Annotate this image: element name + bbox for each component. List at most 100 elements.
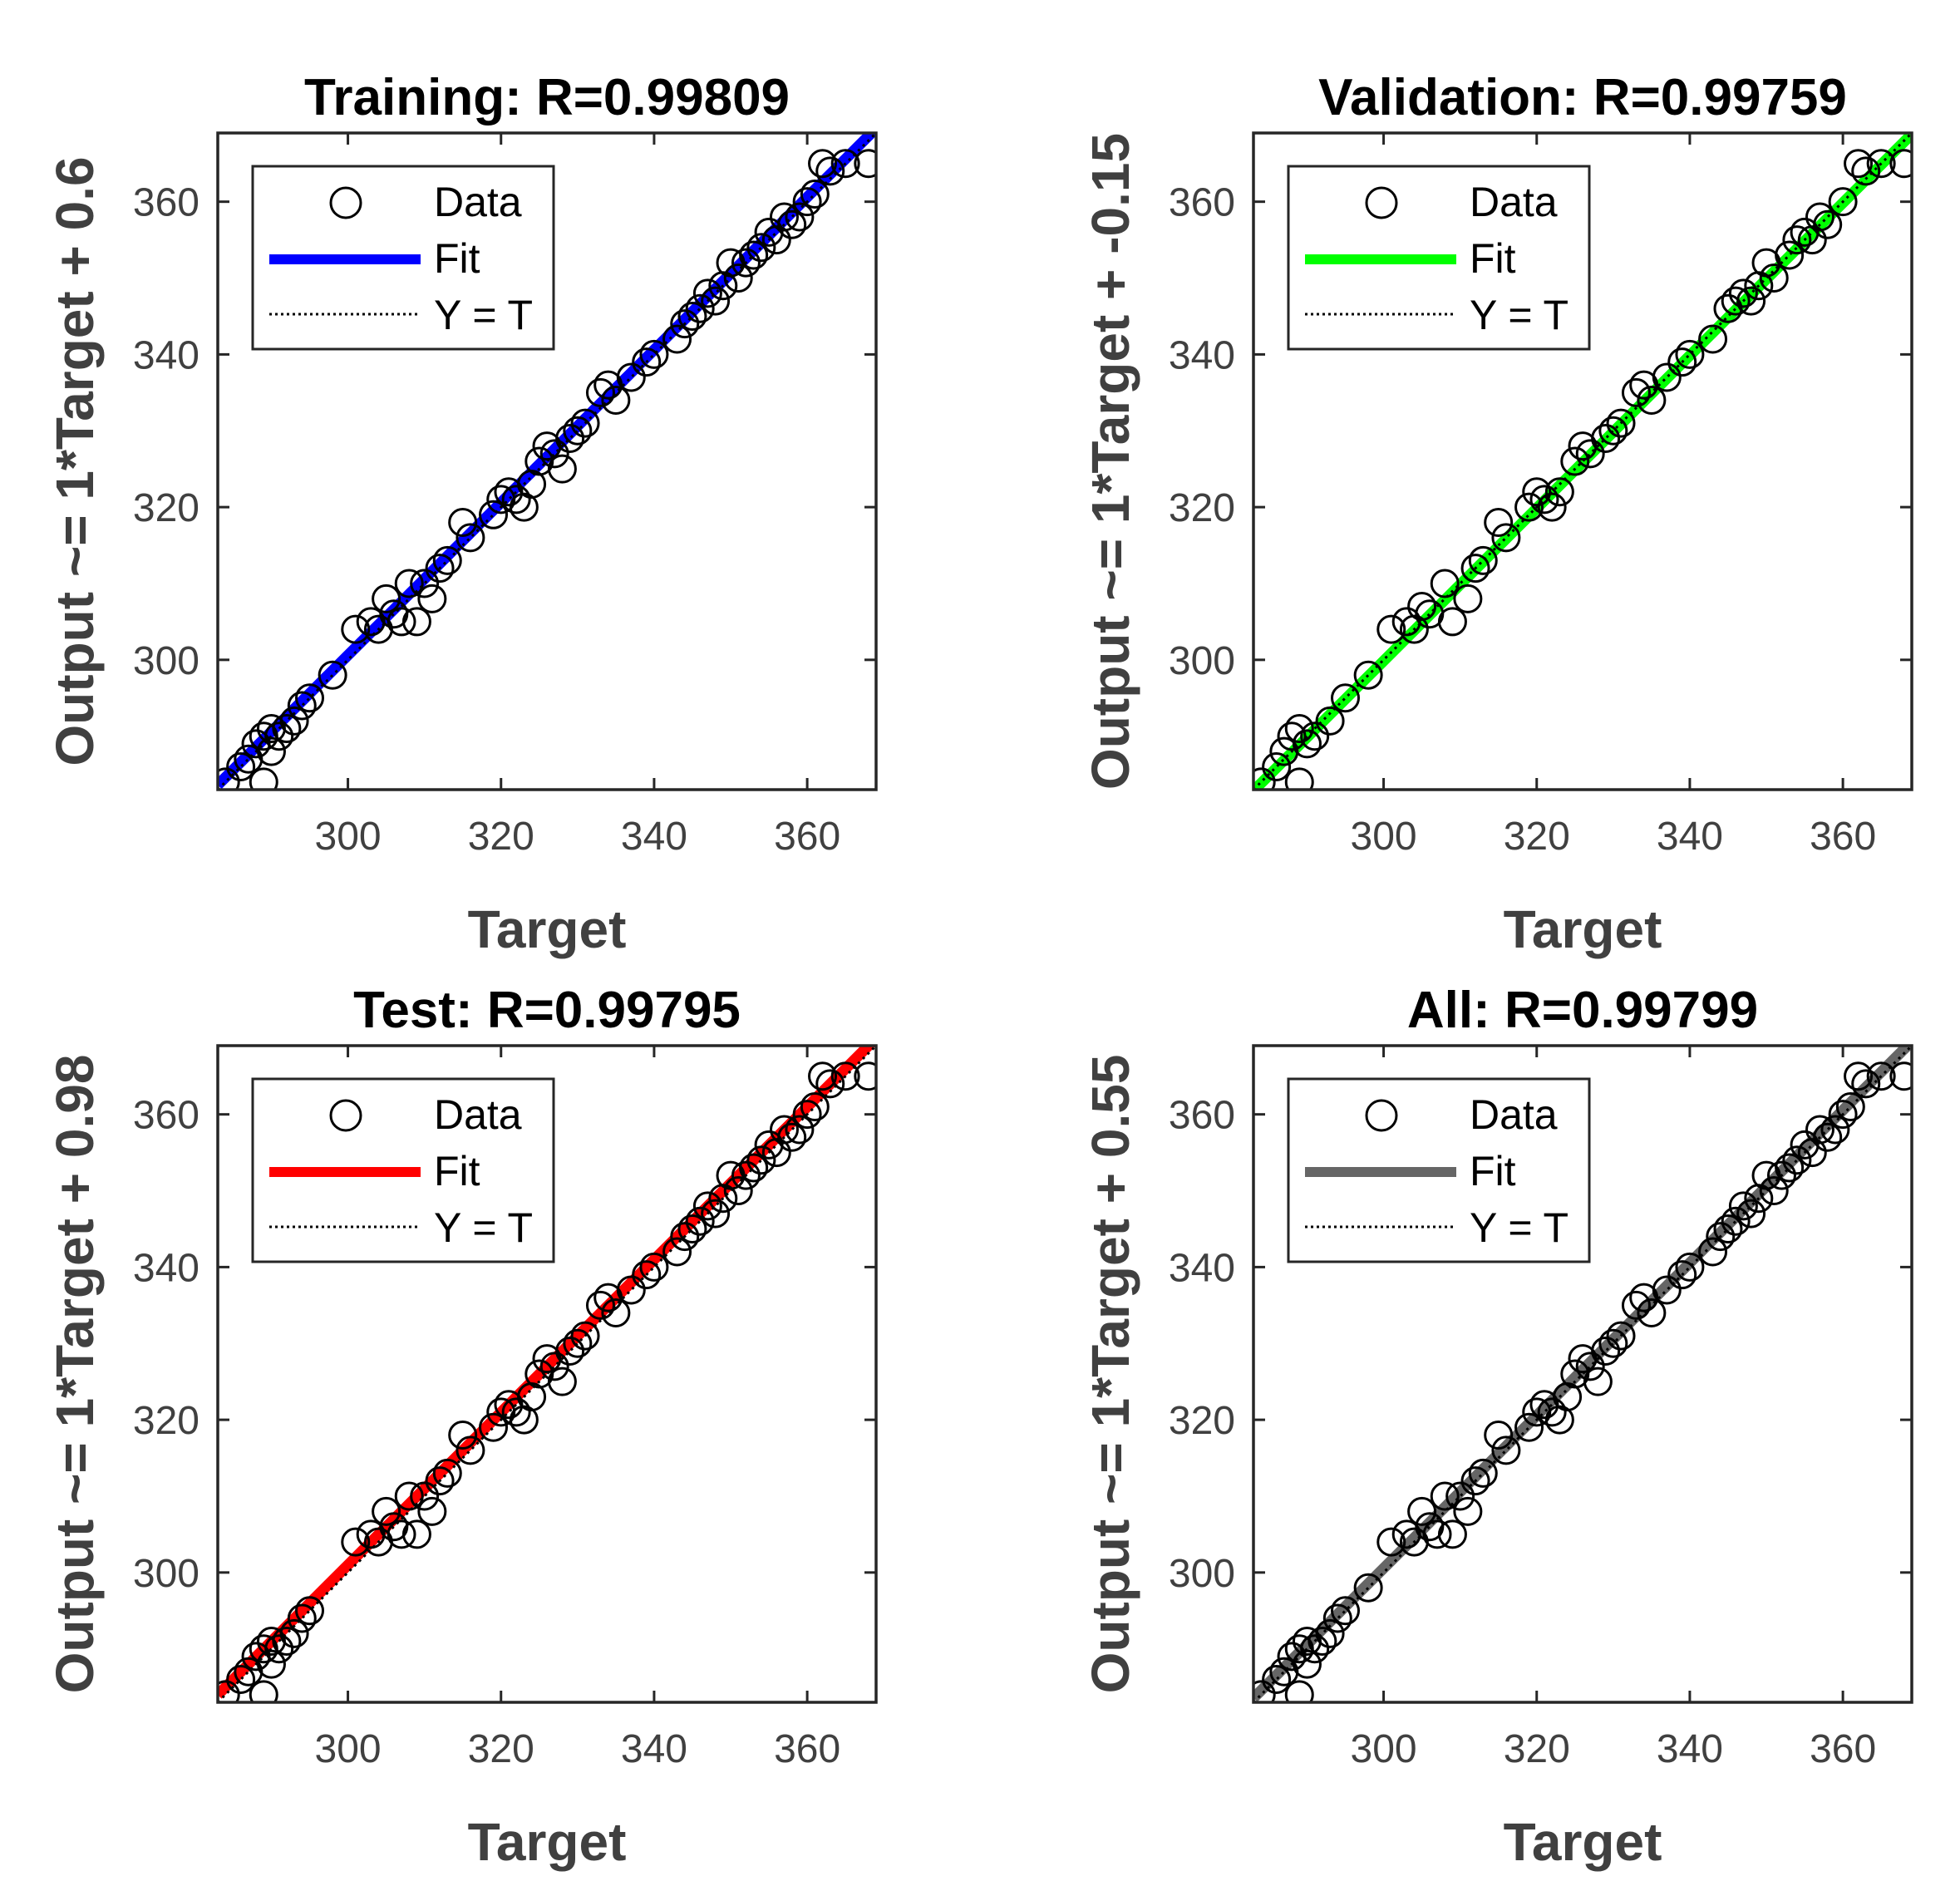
data-point <box>723 263 753 293</box>
legend-fit-label: Fit <box>434 1148 480 1194</box>
legend-data-marker <box>329 1099 362 1132</box>
data-point <box>731 248 761 278</box>
data-point <box>295 1596 325 1626</box>
data-point <box>769 202 799 232</box>
subplot-1: Training: R=0.99809 Target Output ~= 1*Tar… <box>45 69 878 959</box>
data-point <box>1766 1160 1796 1190</box>
data-point <box>479 1412 509 1442</box>
x-tick-label: 360 <box>774 815 840 859</box>
identity-line <box>218 133 876 790</box>
data-point <box>1736 1199 1766 1229</box>
data-point <box>1721 1206 1751 1236</box>
data-point <box>1491 1435 1521 1465</box>
data-point <box>1591 1336 1621 1366</box>
x-tick-label: 320 <box>1504 815 1570 859</box>
plot-title: Training: R=0.99809 <box>304 69 790 126</box>
legend-fit-label: Fit <box>1470 235 1516 282</box>
data-point <box>1889 1061 1912 1091</box>
data-point <box>1331 683 1361 713</box>
x-axis-label: Target <box>468 1812 627 1872</box>
data-point <box>601 1298 631 1328</box>
y-tick-label: 300 <box>1169 1552 1235 1596</box>
data-point <box>1621 1290 1651 1320</box>
data-point <box>417 1496 447 1526</box>
data-point <box>1537 1397 1567 1427</box>
data-point <box>1292 729 1322 759</box>
data-point <box>692 278 722 308</box>
data-point <box>1430 569 1460 598</box>
identity-line <box>1253 133 1912 790</box>
data-point <box>585 377 615 407</box>
data-point <box>394 569 424 598</box>
data-point <box>1560 446 1590 476</box>
data-point <box>815 1069 845 1099</box>
legend: Data Fit Y = T <box>251 165 555 351</box>
y-tick-label: 300 <box>133 639 199 683</box>
data-point <box>854 149 876 179</box>
data-point <box>739 240 769 270</box>
data-point <box>670 1222 700 1252</box>
y-tick-label: 340 <box>133 333 199 377</box>
data-point <box>256 736 286 766</box>
data-point <box>410 569 440 598</box>
data-point <box>677 301 707 331</box>
legend: Data Fit Y = T <box>1287 165 1591 351</box>
data-point <box>1698 1237 1728 1267</box>
data-point <box>1675 1252 1705 1282</box>
data-point <box>1262 1664 1292 1694</box>
data-point <box>448 1420 478 1450</box>
data-point <box>1484 1420 1514 1450</box>
data-point <box>1782 225 1812 255</box>
data-point <box>632 1260 662 1290</box>
data-point <box>701 286 731 316</box>
data-point <box>1637 386 1667 416</box>
data-point <box>1253 1680 1276 1702</box>
data-point <box>401 607 431 637</box>
data-point <box>1353 660 1383 690</box>
plot-data <box>1253 1046 1912 1702</box>
data-point <box>677 1214 707 1243</box>
data-point <box>800 1091 830 1121</box>
data-point <box>1728 278 1758 308</box>
data-point <box>1353 1573 1383 1603</box>
data-point <box>1437 1519 1467 1549</box>
axes-box <box>216 131 878 791</box>
data-point <box>1637 1298 1667 1328</box>
data-point <box>632 347 662 377</box>
plot-title: All: R=0.99799 <box>1407 982 1758 1039</box>
fit-line <box>1253 1046 1912 1702</box>
data-point <box>777 209 807 239</box>
y-tick-label: 320 <box>1169 486 1235 530</box>
data-point <box>616 1275 646 1305</box>
data-point <box>1537 492 1567 522</box>
axes-box <box>216 1044 878 1704</box>
data-point <box>792 187 822 217</box>
data-point <box>692 1191 722 1221</box>
y-axis-label: Output ~= 1*Target + 0.6 <box>45 156 105 766</box>
legend-data-marker <box>1365 1099 1398 1132</box>
x-tick-label: 340 <box>621 815 687 859</box>
x-tick-label: 360 <box>1810 1727 1876 1771</box>
data-point <box>1468 545 1498 575</box>
data-point <box>1514 1412 1544 1442</box>
data-point <box>723 1176 753 1206</box>
data-point <box>1598 416 1628 446</box>
data-point <box>417 584 447 613</box>
plot-data <box>1253 133 1912 790</box>
data-point <box>701 1199 731 1229</box>
data-point <box>1775 1153 1805 1183</box>
data-point <box>800 179 830 209</box>
data-point <box>1721 286 1751 316</box>
data-point <box>739 1153 769 1183</box>
data-point <box>685 293 715 323</box>
legend: Data Fit Y = T <box>251 1077 555 1263</box>
y-tick-label: 340 <box>1169 333 1235 377</box>
data-point <box>372 584 401 613</box>
data-point <box>1430 1481 1460 1511</box>
data-point <box>1667 347 1697 377</box>
data-point <box>601 386 631 416</box>
data-point <box>1805 1115 1834 1145</box>
x-tick-label: 360 <box>1810 815 1876 859</box>
data-point <box>785 202 815 232</box>
